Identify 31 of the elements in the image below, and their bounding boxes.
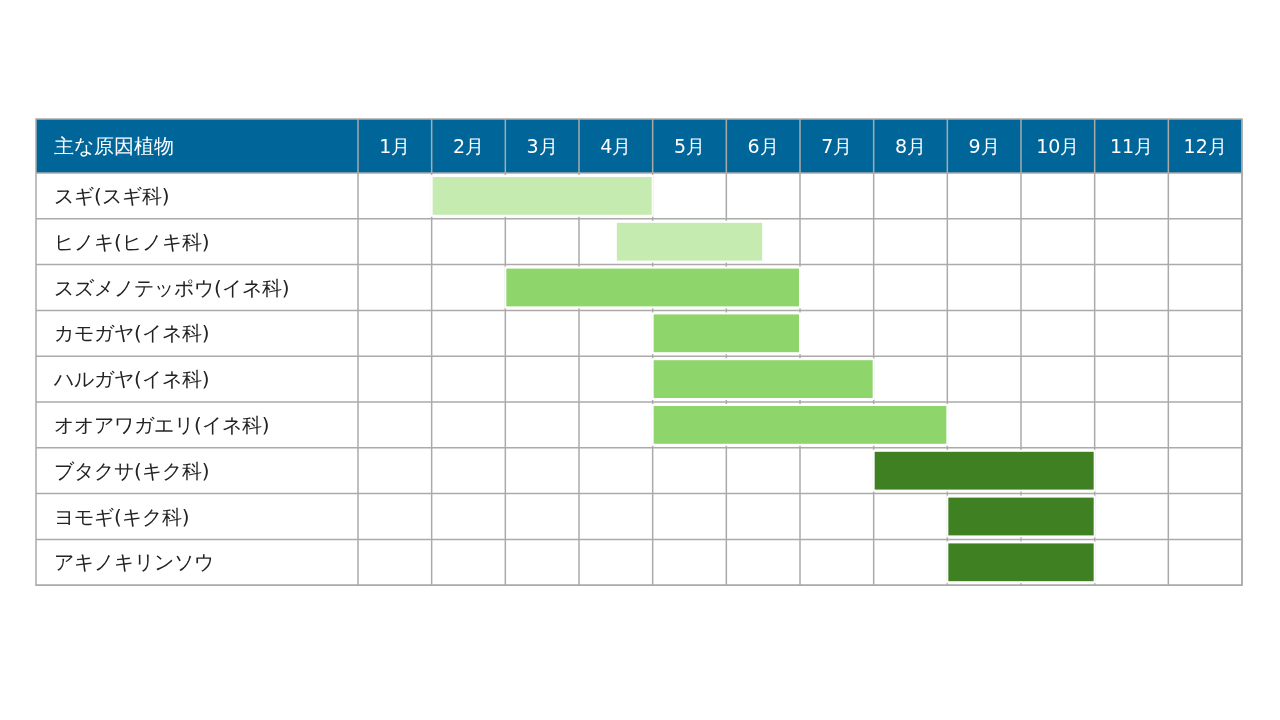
x-tick-label: 7月 <box>821 135 853 157</box>
x-tick-label: 10月 <box>1036 135 1080 157</box>
y-axis-title: 主な原因植物 <box>54 134 174 158</box>
x-tick-label: 5月 <box>673 135 706 157</box>
y-tick-label: ヒノキ(ヒノキ科) <box>54 229 210 254</box>
bar <box>651 358 875 400</box>
y-tick-label: カモガヤ(イネ科) <box>54 321 210 346</box>
x-tick-label: 6月 <box>747 135 779 157</box>
y-tick-label: ハルガヤ(イネ科) <box>53 367 210 392</box>
x-tick-label: 1月 <box>379 135 411 157</box>
bar <box>504 266 801 309</box>
bar <box>946 495 1096 538</box>
x-tick-label: 4月 <box>600 135 632 157</box>
x-tick-label: 3月 <box>526 135 558 157</box>
x-tick-label: 2月 <box>452 135 485 157</box>
y-tick-label: オオアワガエリ(イネ科) <box>54 412 270 437</box>
bar <box>651 312 801 355</box>
y-tick-label: ブタクサ(キク科) <box>54 458 210 483</box>
x-tick-label: 9月 <box>968 135 1000 157</box>
y-tick-label: スギ(スギ科) <box>54 183 170 208</box>
x-tick-label: 12月 <box>1183 135 1227 157</box>
bar <box>614 220 765 263</box>
y-tick-label: アキノキリンソウ <box>54 550 214 575</box>
bar <box>430 175 654 217</box>
y-tick-label: スズメノテッポウ(イネ科) <box>54 275 290 300</box>
bar <box>872 449 1096 492</box>
bar <box>651 404 949 446</box>
x-tick-label: 11月 <box>1109 135 1154 157</box>
y-tick-label: ヨモギ(キク科) <box>54 504 190 529</box>
bar <box>946 541 1096 584</box>
x-tick-label: 8月 <box>894 135 927 157</box>
